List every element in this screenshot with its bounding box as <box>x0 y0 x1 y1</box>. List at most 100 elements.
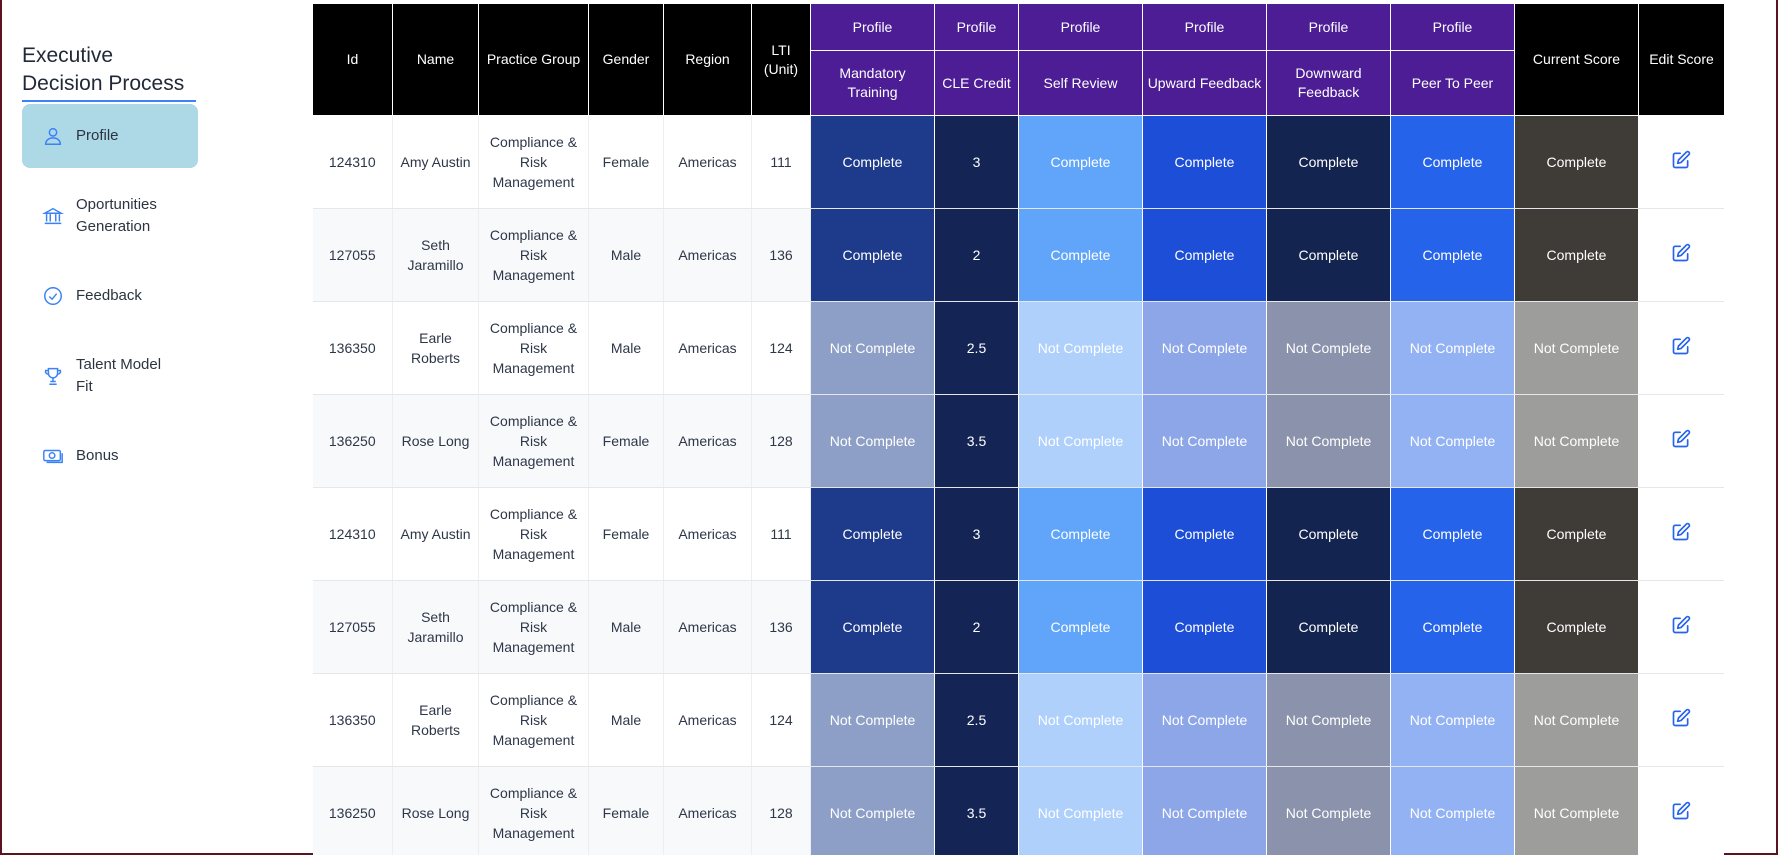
lti-cell: 128 <box>751 766 811 855</box>
id-cell: 127055 <box>312 208 393 302</box>
cle-credit-cell: 3.5 <box>934 394 1019 488</box>
peer-to-peer-cell: Not Complete <box>1390 301 1515 395</box>
lti-cell: 128 <box>751 394 811 488</box>
lti-cell: 124 <box>751 301 811 395</box>
user-icon <box>42 125 64 147</box>
profile-table: Id Name Practice Group Gender Region LTI… <box>312 3 1724 855</box>
edit-icon[interactable] <box>1671 243 1693 265</box>
practice-group-cell: Compliance & Risk Management <box>478 394 589 488</box>
cle-credit-cell: 3 <box>934 487 1019 581</box>
column-header-upward-feedback: Upward Feedback <box>1142 50 1267 116</box>
mandatory-training-cell: Not Complete <box>810 301 935 395</box>
table-body: 124310 Amy Austin Compliance & Risk Manage… <box>312 115 1724 855</box>
region-cell: Americas <box>663 115 752 209</box>
downward-feedback-cell: Complete <box>1266 115 1391 209</box>
id-cell: 124310 <box>312 487 393 581</box>
mandatory-training-cell: Not Complete <box>810 766 935 855</box>
app-title: Executive Decision Process <box>22 42 196 102</box>
lti-cell: 124 <box>751 673 811 767</box>
peer-to-peer-cell: Not Complete <box>1390 673 1515 767</box>
peer-to-peer-cell: Complete <box>1390 208 1515 302</box>
edit-icon[interactable] <box>1671 336 1693 358</box>
lti-cell: 136 <box>751 580 811 674</box>
gender-cell: Male <box>588 301 664 395</box>
practice-group-cell: Compliance & Risk Management <box>478 487 589 581</box>
current-score-cell: Complete <box>1514 487 1639 581</box>
gender-cell: Male <box>588 208 664 302</box>
sidebar-item-bonus[interactable]: Bonus <box>22 424 198 488</box>
sidebar-item-profile[interactable]: Profile <box>22 104 198 168</box>
column-group-profile: Profile <box>1266 3 1391 51</box>
practice-group-cell: Compliance & Risk Management <box>478 301 589 395</box>
cle-credit-cell: 2 <box>934 208 1019 302</box>
profile-table-container[interactable]: Id Name Practice Group Gender Region LTI… <box>312 3 1724 855</box>
lti-cell: 111 <box>751 487 811 581</box>
name-cell: Seth Jaramillo <box>392 208 479 302</box>
region-cell: Americas <box>663 487 752 581</box>
cle-credit-cell: 3 <box>934 115 1019 209</box>
cle-credit-cell: 2.5 <box>934 301 1019 395</box>
mandatory-training-cell: Not Complete <box>810 394 935 488</box>
downward-feedback-cell: Not Complete <box>1266 766 1391 855</box>
column-group-profile: Profile <box>1390 3 1515 51</box>
downward-feedback-cell: Complete <box>1266 208 1391 302</box>
sidebar-item-label: Profile <box>76 127 119 144</box>
column-header-gender: Gender <box>588 3 664 116</box>
downward-feedback-cell: Not Complete <box>1266 301 1391 395</box>
self-review-cell: Not Complete <box>1018 394 1143 488</box>
column-group-profile: Profile <box>810 3 935 51</box>
upward-feedback-cell: Complete <box>1142 208 1267 302</box>
edit-score-cell <box>1638 580 1724 674</box>
gender-cell: Female <box>588 394 664 488</box>
sidebar-item-label: Feedback <box>76 287 142 304</box>
cle-credit-cell: 3.5 <box>934 766 1019 855</box>
name-cell: Seth Jaramillo <box>392 580 479 674</box>
table-header: Id Name Practice Group Gender Region LTI… <box>312 3 1724 116</box>
cle-credit-cell: 2 <box>934 580 1019 674</box>
peer-to-peer-cell: Complete <box>1390 580 1515 674</box>
table-row: 124310 Amy Austin Compliance & Risk Manage… <box>312 115 1724 209</box>
table-row: 127055 Seth Jaramillo Compliance & Risk Ma… <box>312 208 1724 302</box>
mandatory-training-cell: Complete <box>810 580 935 674</box>
downward-feedback-cell: Not Complete <box>1266 673 1391 767</box>
practice-group-cell: Compliance & Risk Management <box>478 766 589 855</box>
self-review-cell: Complete <box>1018 487 1143 581</box>
edit-icon[interactable] <box>1671 522 1693 544</box>
edit-score-cell <box>1638 208 1724 302</box>
upward-feedback-cell: Complete <box>1142 115 1267 209</box>
self-review-cell: Complete <box>1018 208 1143 302</box>
lti-cell: 136 <box>751 208 811 302</box>
region-cell: Americas <box>663 394 752 488</box>
lti-cell: 111 <box>751 115 811 209</box>
mandatory-training-cell: Not Complete <box>810 673 935 767</box>
sidebar-item-feedback[interactable]: Feedback <box>22 264 198 328</box>
gender-cell: Male <box>588 580 664 674</box>
downward-feedback-cell: Complete <box>1266 580 1391 674</box>
practice-group-cell: Compliance & Risk Management <box>478 673 589 767</box>
self-review-cell: Not Complete <box>1018 766 1143 855</box>
edit-icon[interactable] <box>1671 150 1693 172</box>
sidebar-item-opportunities[interactable]: Oportunities Generation <box>22 184 198 248</box>
id-cell: 127055 <box>312 580 393 674</box>
edit-score-cell <box>1638 394 1724 488</box>
sidebar-item-talent-model-fit[interactable]: Talent Model Fit <box>22 344 198 408</box>
upward-feedback-cell: Not Complete <box>1142 766 1267 855</box>
current-score-cell: Complete <box>1514 208 1639 302</box>
cle-credit-cell: 2.5 <box>934 673 1019 767</box>
edit-score-cell <box>1638 766 1724 855</box>
check-badge-icon <box>42 285 64 307</box>
practice-group-cell: Compliance & Risk Management <box>478 208 589 302</box>
trophy-icon <box>42 365 64 387</box>
name-cell: Earle Roberts <box>392 301 479 395</box>
table-row: 127055 Seth Jaramillo Compliance & Risk Ma… <box>312 580 1724 674</box>
edit-icon[interactable] <box>1671 708 1693 730</box>
practice-group-cell: Compliance & Risk Management <box>478 580 589 674</box>
edit-icon[interactable] <box>1671 429 1693 451</box>
peer-to-peer-cell: Not Complete <box>1390 394 1515 488</box>
mandatory-training-cell: Complete <box>810 115 935 209</box>
edit-icon[interactable] <box>1671 801 1693 823</box>
table-row: 136250 Rose Long Compliance & Risk Managem… <box>312 766 1724 855</box>
edit-icon[interactable] <box>1671 615 1693 637</box>
id-cell: 136250 <box>312 766 393 855</box>
region-cell: Americas <box>663 766 752 855</box>
